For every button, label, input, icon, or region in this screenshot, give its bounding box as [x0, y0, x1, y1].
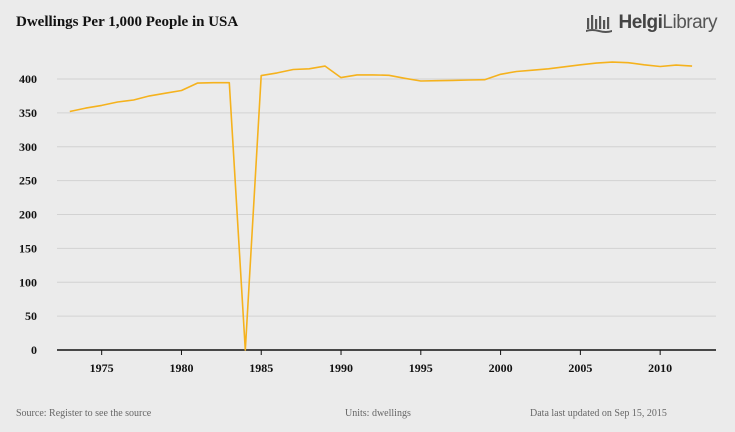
- y-tick-label: 50: [25, 309, 37, 323]
- y-tick-label: 200: [19, 208, 37, 222]
- x-tick-label: 1975: [90, 361, 114, 375]
- y-tick-label: 300: [19, 140, 37, 154]
- y-tick-label: 350: [19, 106, 37, 120]
- footer-units: Units: dwellings: [345, 408, 411, 419]
- x-axis-ticks: 1975 1980 1985 1990 1995 2000 2005 2010: [90, 350, 672, 375]
- logo-text: HelgiLibrary: [618, 12, 717, 33]
- footer-last-updated: Data last updated on Sep 15, 2015: [530, 408, 667, 419]
- x-tick-label: 2000: [489, 361, 513, 375]
- y-tick-label: 250: [19, 174, 37, 188]
- y-tick-label: 0: [31, 343, 37, 357]
- footer-source[interactable]: Source: Register to see the source: [16, 408, 152, 419]
- helgi-library-logo[interactable]: HelgiLibrary: [586, 12, 717, 34]
- y-tick-label: 400: [19, 72, 37, 86]
- x-tick-label: 1980: [169, 361, 193, 375]
- gridlines: [57, 78, 716, 317]
- y-tick-label: 150: [19, 241, 37, 255]
- x-tick-label: 2005: [568, 361, 592, 375]
- x-tick-label: 1985: [249, 361, 273, 375]
- library-building-icon: [586, 15, 613, 33]
- x-tick-label: 1995: [409, 361, 433, 375]
- x-tick-label: 2010: [648, 361, 672, 375]
- x-tick-label: 1990: [329, 361, 353, 375]
- y-tick-label: 100: [19, 275, 37, 289]
- y-axis-ticks: 0 50 100 150 200 250 300 350 400: [19, 72, 37, 357]
- series-line-dwellings: [69, 61, 693, 351]
- chart-title: Dwellings Per 1,000 People in USA: [16, 14, 239, 30]
